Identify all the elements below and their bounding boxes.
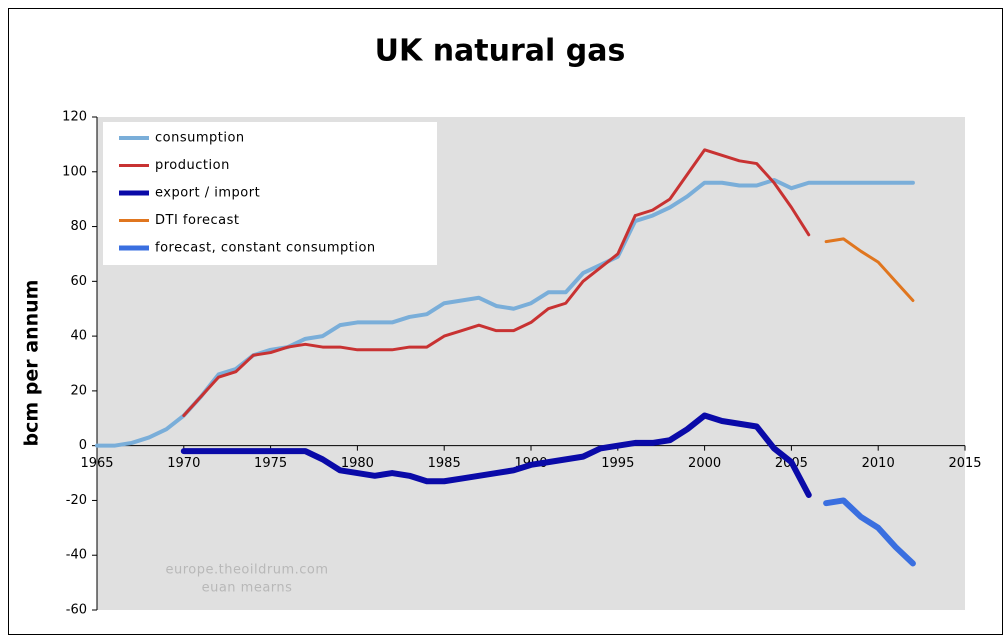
- series-line: [95, 177, 915, 448]
- y-tick-label: 0: [79, 438, 87, 453]
- y-tick-label: 100: [62, 164, 87, 179]
- y-tick-label: -60: [66, 603, 87, 618]
- series-line: [182, 148, 811, 418]
- y-tick-label: 60: [70, 274, 87, 289]
- x-tick-label: 1995: [601, 456, 634, 471]
- legend-label: production: [155, 158, 230, 173]
- x-tick-label: 1975: [254, 456, 287, 471]
- legend-label: forecast, constant consumption: [155, 241, 376, 256]
- legend: [103, 122, 437, 265]
- legend-label: export / import: [155, 186, 260, 201]
- legend-label: consumption: [155, 131, 245, 146]
- legend-label: DTI forecast: [155, 213, 240, 228]
- x-tick-label: 1965: [80, 456, 113, 471]
- watermark: europe.theoildrum.com: [165, 563, 328, 578]
- x-tick-label: 1980: [341, 456, 374, 471]
- series-line: [824, 237, 915, 303]
- y-tick-label: 20: [70, 383, 87, 398]
- y-tick-label: -20: [66, 493, 87, 508]
- watermark: euan mearns: [202, 581, 293, 596]
- x-tick-label: 1985: [428, 456, 461, 471]
- y-axis-label: bcm per annum: [21, 280, 43, 447]
- x-tick-label: 1970: [167, 456, 200, 471]
- y-tick-label: 40: [70, 329, 87, 344]
- x-tick-label: 2010: [862, 456, 895, 471]
- chart-title: UK natural gas: [375, 34, 626, 69]
- x-tick-label: 2015: [948, 456, 981, 471]
- x-tick-label: 2000: [688, 456, 721, 471]
- y-tick-label: 120: [62, 110, 87, 125]
- series-line: [823, 497, 916, 567]
- y-tick-label: -40: [66, 548, 87, 563]
- series-line: [180, 412, 812, 498]
- y-tick-label: 80: [70, 219, 87, 234]
